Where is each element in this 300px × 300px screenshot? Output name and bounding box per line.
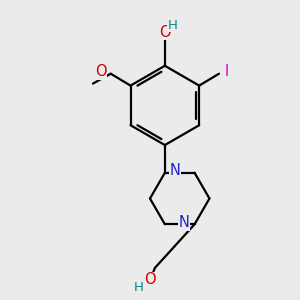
- Text: N: N: [170, 163, 181, 178]
- Text: O: O: [144, 272, 156, 287]
- Text: O: O: [95, 64, 107, 79]
- Text: H: H: [134, 281, 144, 294]
- Text: O: O: [159, 25, 171, 40]
- Text: N: N: [179, 215, 190, 230]
- Text: I: I: [225, 64, 229, 79]
- Text: H: H: [168, 19, 178, 32]
